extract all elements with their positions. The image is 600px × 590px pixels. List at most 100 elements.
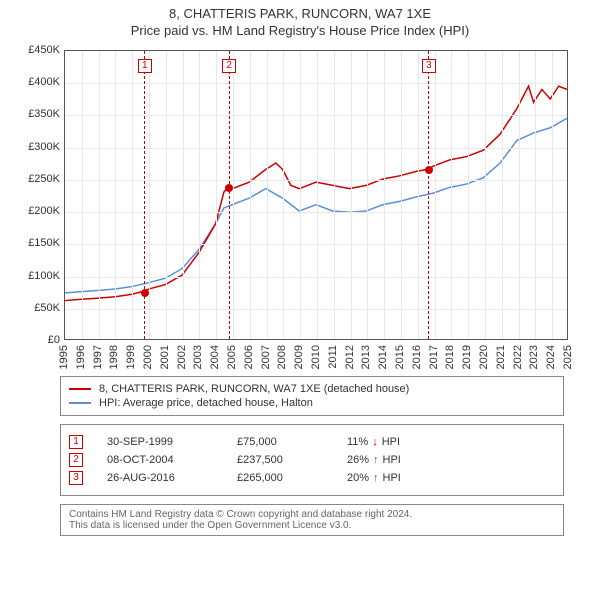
x-tick-label: 2014 xyxy=(377,345,389,369)
grid-line-v xyxy=(166,51,167,339)
grid-line-h xyxy=(65,212,567,213)
grid-line-h xyxy=(65,115,567,116)
marker-vline xyxy=(229,51,230,339)
grid-line-v xyxy=(233,51,234,339)
grid-line-h xyxy=(65,180,567,181)
grid-line-v xyxy=(384,51,385,339)
transaction-row: 326-AUG-2016£265,00020%↑HPI xyxy=(69,471,555,485)
arrow-up-icon: ↑ xyxy=(373,472,379,484)
x-tick-label: 2019 xyxy=(461,345,473,369)
legend-swatch xyxy=(69,388,91,390)
transaction-price: £75,000 xyxy=(237,436,347,448)
grid-line-v xyxy=(519,51,520,339)
line-series xyxy=(65,51,567,339)
footer-line-2: This data is licensed under the Open Gov… xyxy=(69,520,555,531)
plot-area: 123 xyxy=(64,50,568,340)
grid-line-v xyxy=(552,51,553,339)
marker-box: 2 xyxy=(222,59,236,73)
grid-line-v xyxy=(334,51,335,339)
y-tick-label: £150K xyxy=(28,237,60,249)
grid-line-v xyxy=(99,51,100,339)
transaction-date: 30-SEP-1999 xyxy=(107,436,237,448)
transaction-price: £237,500 xyxy=(237,454,347,466)
grid-line-v xyxy=(317,51,318,339)
transaction-pct: 11% xyxy=(347,436,368,448)
grid-line-v xyxy=(351,51,352,339)
transaction-pct: 20% xyxy=(347,472,369,484)
y-tick-label: £50K xyxy=(34,302,60,314)
grid-line-v xyxy=(485,51,486,339)
transaction-table: 1 30-SEP-1999£75,00011% ↓ HPI 2 08-OCT-2004£2… xyxy=(60,424,564,496)
x-tick-label: 2013 xyxy=(360,345,372,369)
grid-line-v xyxy=(82,51,83,339)
x-tick-label: 2004 xyxy=(209,345,221,369)
x-tick-label: 2003 xyxy=(192,345,204,369)
grid-line-v xyxy=(401,51,402,339)
transaction-hpi-delta: 11% ↓ HPI xyxy=(347,436,400,448)
y-tick-label: £400K xyxy=(28,76,60,88)
x-tick-label: 1997 xyxy=(92,345,104,369)
x-tick-label: 1998 xyxy=(108,345,120,369)
transaction-price: £265,000 xyxy=(237,472,347,484)
grid-line-v xyxy=(283,51,284,339)
y-axis-labels: £0£50K£100K£150K£200K£250K£300K£350K£400… xyxy=(20,50,64,340)
transaction-date: 08-OCT-2004 xyxy=(107,454,237,466)
marker-vline xyxy=(428,51,429,339)
marker-box: 3 xyxy=(422,59,436,73)
grid-line-h xyxy=(65,277,567,278)
y-tick-label: £250K xyxy=(28,173,60,185)
transaction-suffix: HPI xyxy=(382,436,400,448)
transaction-hpi-delta: 20%↑HPI xyxy=(347,472,401,484)
x-tick-label: 2006 xyxy=(243,345,255,369)
x-tick-label: 2023 xyxy=(528,345,540,369)
y-tick-label: £350K xyxy=(28,108,60,120)
grid-line-v xyxy=(216,51,217,339)
arrow-down-icon: ↓ xyxy=(372,436,378,448)
y-tick-label: £200K xyxy=(28,205,60,217)
chart-header: 8, CHATTERIS PARK, RUNCORN, WA7 1XE Pric… xyxy=(0,0,600,40)
legend-item: HPI: Average price, detached house, Halt… xyxy=(69,397,555,409)
grid-line-v xyxy=(149,51,150,339)
x-tick-label: 1996 xyxy=(75,345,87,369)
grid-line-v xyxy=(300,51,301,339)
grid-line-v xyxy=(435,51,436,339)
transaction-row: 208-OCT-2004£237,50026%↑HPI xyxy=(69,453,555,467)
grid-line-h xyxy=(65,309,567,310)
x-tick-label: 2011 xyxy=(327,345,339,369)
data-attribution: Contains HM Land Registry data © Crown c… xyxy=(60,504,564,536)
series-hpi xyxy=(65,118,567,293)
legend-item: 8, CHATTERIS PARK, RUNCORN, WA7 1XE (det… xyxy=(69,383,555,395)
legend-swatch xyxy=(69,402,91,404)
x-tick-label: 2022 xyxy=(512,345,524,369)
grid-line-h xyxy=(65,244,567,245)
x-tick-label: 1995 xyxy=(58,345,70,369)
x-tick-label: 2008 xyxy=(276,345,288,369)
transaction-number: 2 xyxy=(69,453,83,467)
x-tick-label: 2012 xyxy=(344,345,356,369)
y-tick-label: £300K xyxy=(28,141,60,153)
chart-subtitle: Price paid vs. HM Land Registry's House … xyxy=(0,23,600,38)
transaction-number: 3 xyxy=(69,471,83,485)
grid-line-v xyxy=(535,51,536,339)
legend: 8, CHATTERIS PARK, RUNCORN, WA7 1XE (det… xyxy=(60,376,564,416)
chart-area: £0£50K£100K£150K£200K£250K£300K£350K£400… xyxy=(20,50,580,370)
grid-line-v xyxy=(267,51,268,339)
arrow-up-icon: ↑ xyxy=(373,454,379,466)
grid-line-v xyxy=(183,51,184,339)
footer-line-1: Contains HM Land Registry data © Crown c… xyxy=(69,509,555,520)
y-tick-label: £100K xyxy=(28,270,60,282)
legend-label: 8, CHATTERIS PARK, RUNCORN, WA7 1XE (det… xyxy=(99,383,409,395)
marker-dot xyxy=(425,166,433,174)
x-tick-label: 2018 xyxy=(444,345,456,369)
grid-line-v xyxy=(250,51,251,339)
grid-line-v xyxy=(132,51,133,339)
chart-title: 8, CHATTERIS PARK, RUNCORN, WA7 1XE xyxy=(0,6,600,21)
x-tick-label: 2007 xyxy=(260,345,272,369)
transaction-row: 1 30-SEP-1999£75,00011% ↓ HPI xyxy=(69,435,555,449)
transaction-number: 1 xyxy=(69,435,83,449)
x-tick-label: 2024 xyxy=(545,345,557,369)
grid-line-v xyxy=(367,51,368,339)
x-tick-label: 2005 xyxy=(226,345,238,369)
x-tick-label: 2016 xyxy=(411,345,423,369)
x-tick-label: 2009 xyxy=(293,345,305,369)
